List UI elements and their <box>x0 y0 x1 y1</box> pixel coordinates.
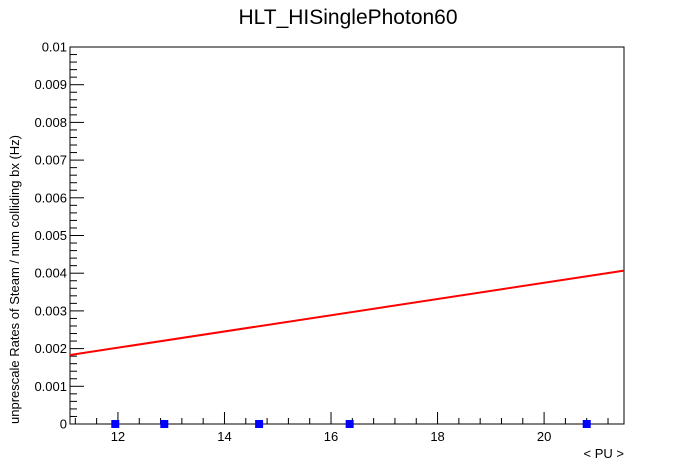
y-tick-label: 0 <box>60 417 67 432</box>
y-tick-label: 0.001 <box>34 379 67 394</box>
data-point <box>111 420 120 428</box>
y-tick-label: 0.002 <box>34 341 67 356</box>
data-point <box>255 420 264 428</box>
fit-line <box>69 269 625 356</box>
x-tick-label: 18 <box>430 429 444 444</box>
data-point <box>160 420 169 428</box>
y-tick-label: 0.007 <box>34 153 67 168</box>
y-tick-label: 0.008 <box>34 115 67 130</box>
x-tick-label: 20 <box>537 429 551 444</box>
y-axis-title: unprescale Rates of Steam / num collidin… <box>7 135 22 424</box>
x-axis: 12 14 16 18 20 <box>74 412 609 444</box>
data-point <box>345 420 354 428</box>
y-tick-label: 0.004 <box>34 266 67 281</box>
data-points-layer <box>111 420 591 428</box>
data-point <box>582 420 591 428</box>
x-axis-title: < PU > <box>584 446 624 461</box>
y-tick-label: 0.01 <box>42 40 67 55</box>
x-tick-label: 16 <box>324 429 338 444</box>
y-tick-label: 0.009 <box>34 77 67 92</box>
plot-frame <box>69 46 625 425</box>
x-tick-label: 14 <box>217 429 231 444</box>
x-tick-label: 12 <box>111 429 125 444</box>
y-axis: 0 0.001 0.002 0.003 0.004 0.005 0.006 0.007 0.00… <box>34 40 84 432</box>
y-tick-label: 0.005 <box>34 228 67 243</box>
y-tick-label: 0.006 <box>34 190 67 205</box>
y-tick-label: 0.003 <box>34 303 67 318</box>
fit-line-layer <box>69 269 625 356</box>
chart-title: HLT_HISinglePhoton60 <box>238 6 457 29</box>
